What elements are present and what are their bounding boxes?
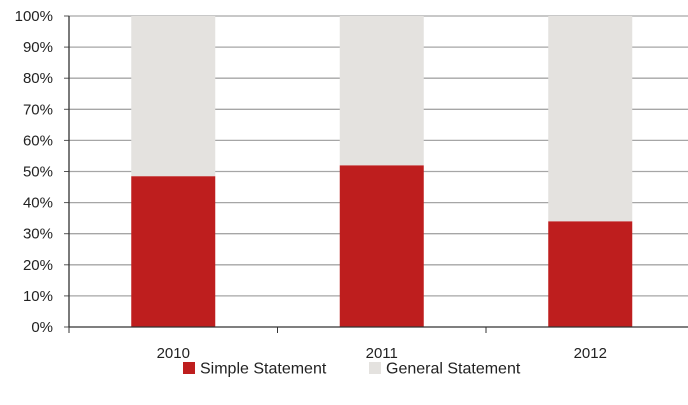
bar-simple-statement-2012 — [548, 221, 633, 327]
y-tick-label: 30% — [23, 226, 53, 243]
y-tick-label: 10% — [23, 288, 53, 305]
bars — [131, 16, 633, 327]
x-tick-labels: 2010 2011 2012 — [157, 345, 607, 362]
legend-swatch — [183, 362, 195, 374]
x-tick-label: 2012 — [574, 345, 607, 362]
y-tick-label: 80% — [23, 70, 53, 87]
bar-general-statement-2012 — [548, 16, 633, 222]
y-tick-label: 70% — [23, 101, 53, 118]
y-tick-label: 100% — [15, 8, 53, 25]
x-tick-label: 2010 — [157, 345, 190, 362]
bar-general-statement-2011 — [339, 16, 424, 166]
axes — [64, 15, 688, 333]
y-tick-label: 60% — [23, 132, 53, 149]
y-tick-label: 20% — [23, 257, 53, 274]
bar-simple-statement-2011 — [339, 165, 424, 327]
y-tick-label: 50% — [23, 164, 53, 181]
x-tick-label: 2011 — [366, 345, 398, 362]
legend-label: General Statement — [386, 361, 521, 378]
y-tick-labels: 0% 10% 20% 30% 40% 50% 60% 70% 80% 90% 100% — [15, 8, 53, 336]
y-tick-label: 0% — [31, 319, 53, 336]
legend-label: Simple Statement — [200, 361, 327, 378]
bar-simple-statement-2010 — [131, 176, 216, 327]
legend-swatch — [369, 362, 381, 374]
bar-general-statement-2010 — [131, 16, 216, 177]
legend: Simple Statement General Statement — [183, 361, 521, 378]
y-tick-label: 40% — [23, 195, 53, 212]
y-tick-label: 90% — [23, 39, 53, 56]
